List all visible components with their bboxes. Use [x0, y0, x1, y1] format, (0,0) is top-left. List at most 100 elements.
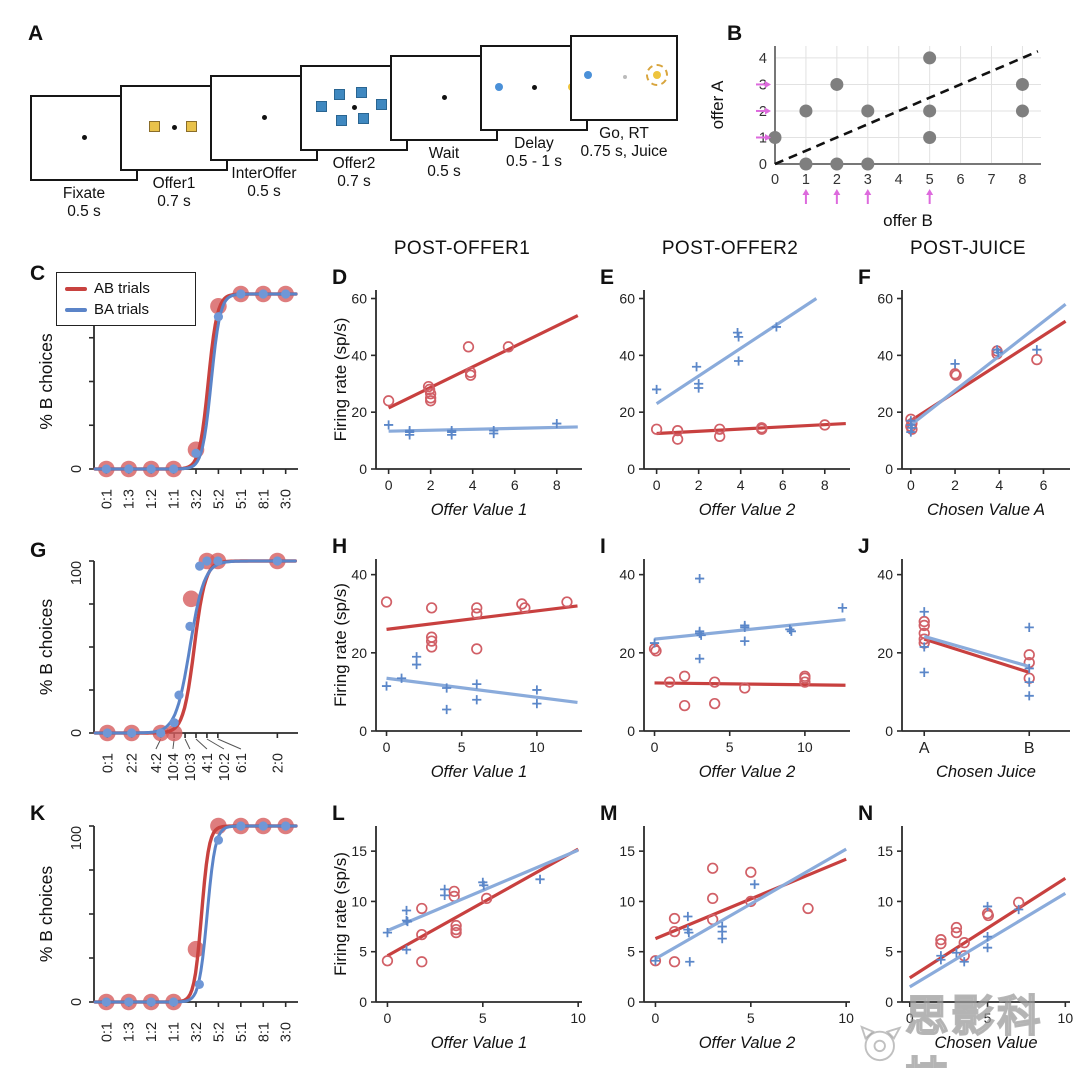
offer2-square-icon	[316, 101, 327, 112]
panel-label: N	[858, 802, 873, 825]
svg-text:3:0: 3:0	[279, 1022, 295, 1042]
tick-labels: 0 5 10 0 5 10 15	[351, 843, 586, 1026]
svg-text:5: 5	[359, 944, 367, 960]
svg-text:10:3: 10:3	[183, 753, 199, 781]
screen-label: Delay 0.5 - 1 s	[506, 135, 562, 171]
panel-label: G	[30, 539, 46, 562]
ba-series	[652, 297, 818, 405]
svg-text:4: 4	[895, 172, 903, 188]
svg-text:0: 0	[759, 157, 767, 173]
legend-label-ba: BA trials	[94, 301, 150, 318]
svg-text:1:2: 1:2	[144, 1022, 160, 1042]
ba-series	[650, 847, 847, 967]
offer2-square-icon	[356, 87, 367, 98]
panel-label: L	[332, 802, 345, 825]
axes	[897, 290, 1070, 474]
svg-text:0: 0	[359, 461, 367, 477]
svg-text:0: 0	[359, 994, 367, 1010]
fixation-dot-icon	[532, 85, 537, 90]
panel-e-post-offer2-chart: 0 2 4 6 8 0 20 40 60 Offer Value 2 E	[598, 256, 862, 528]
panel-label: J	[858, 535, 870, 558]
chart-M: 0 5 10 0 5 10 15 Offer Value 2 M	[600, 802, 854, 1052]
ab-series	[380, 596, 578, 655]
svg-text:40: 40	[351, 347, 367, 363]
svg-text:1:2: 1:2	[144, 489, 160, 509]
panel-label: I	[600, 535, 606, 558]
axes	[774, 46, 1041, 165]
panel-l-post-offer1-chart: 0 5 10 0 5 10 15 Offer Value 1 Firing rate (sp/s…	[330, 796, 594, 1068]
offer-b-dot-icon	[584, 71, 592, 79]
offer1-square-icon	[149, 121, 160, 132]
svg-text:100: 100	[69, 826, 85, 850]
svg-text:10: 10	[619, 893, 635, 909]
ab-series	[905, 319, 1067, 435]
panel-c-choice-curve: AB trials BA trials 0 0:1 1:3 1:2 1:1 3:2 5:2 5…	[20, 256, 322, 528]
svg-text:5: 5	[627, 944, 635, 960]
svg-text:1: 1	[802, 172, 810, 188]
svg-text:5: 5	[747, 1010, 755, 1026]
svg-text:8: 8	[821, 477, 829, 493]
ab-fit-line	[908, 876, 1067, 980]
svg-text:5:1: 5:1	[234, 489, 250, 509]
screen-label: Go, RT 0.75 s, Juice	[580, 125, 668, 161]
fixation-dot-icon	[172, 125, 177, 130]
y-axis-title: offer A	[708, 80, 727, 129]
tick-labels: 0 20 40 A B	[877, 567, 1034, 757]
y-axis-title: % B choices	[36, 866, 56, 963]
ba-series	[908, 892, 1067, 989]
tick-labels: 0 0:1 1:3 1:2 1:1 3:2 5:2 5:1 8:1 3:0	[69, 465, 295, 509]
panel-j-chosen-juice-chart: 0 20 40 A B Chosen Juice J	[856, 533, 1080, 798]
x-axis-title: Chosen Juice	[936, 763, 1036, 781]
ba-fit-line	[654, 617, 846, 641]
ab-series	[650, 419, 846, 445]
svg-text:7: 7	[987, 172, 995, 188]
ba-fit-line	[909, 302, 1067, 427]
forced-choice-arrow-icons	[756, 80, 934, 204]
ba-fit-line	[386, 676, 578, 705]
y-axis-title: Firing rate (sp/s)	[331, 583, 350, 707]
screen-label: InterOffer 0.5 s	[231, 165, 297, 201]
svg-text:4: 4	[469, 477, 477, 493]
ab-fit-line	[654, 857, 847, 941]
axes	[639, 826, 850, 1007]
x-axis-title: Offer Value 2	[699, 763, 796, 781]
offer2-square-icon	[336, 115, 347, 126]
ba-series	[102, 556, 282, 738]
legend-item-ab-trials: AB trials	[65, 278, 187, 299]
fixation-dot-icon	[623, 75, 627, 79]
ba-series	[906, 302, 1067, 437]
svg-text:0: 0	[885, 994, 893, 1010]
svg-text:0: 0	[885, 723, 893, 739]
legend-label-ab: AB trials	[94, 280, 150, 297]
watermark: 思影科技	[856, 982, 1080, 1068]
offer-b-dot-icon	[495, 83, 503, 91]
gridlines	[774, 46, 1041, 165]
screen-go	[570, 35, 678, 121]
ba-series	[382, 848, 579, 955]
ab-fit-line	[387, 314, 579, 410]
svg-text:15: 15	[877, 843, 893, 859]
svg-text:3: 3	[864, 172, 872, 188]
panel-label: M	[600, 802, 618, 825]
ab-series	[382, 314, 579, 410]
tick-labels: 0 5 10 0 5 10 15	[619, 843, 854, 1026]
screen-label: Offer2 0.7 s	[332, 155, 376, 191]
tick-labels: 0 5 10 0 20 40	[619, 567, 812, 755]
saccade-target-dashed-circle-icon	[646, 64, 668, 86]
svg-text:5: 5	[458, 739, 466, 755]
svg-text:5: 5	[926, 172, 934, 188]
panel-label: F	[858, 266, 871, 289]
svg-text:40: 40	[619, 347, 635, 363]
svg-text:0: 0	[652, 1010, 660, 1026]
svg-text:20: 20	[877, 645, 893, 661]
panel-h-post-offer1-chart: 0 5 10 0 20 40 Offer Value 1 Firing rate (sp/s)…	[330, 533, 594, 798]
ab-series	[908, 876, 1067, 980]
chart-I: 0 5 10 0 20 40 Offer Value 2 I	[600, 535, 850, 781]
ba-series	[381, 652, 578, 715]
panel-label: H	[332, 535, 347, 558]
svg-text:5: 5	[726, 739, 734, 755]
svg-text:8:1: 8:1	[256, 489, 272, 509]
